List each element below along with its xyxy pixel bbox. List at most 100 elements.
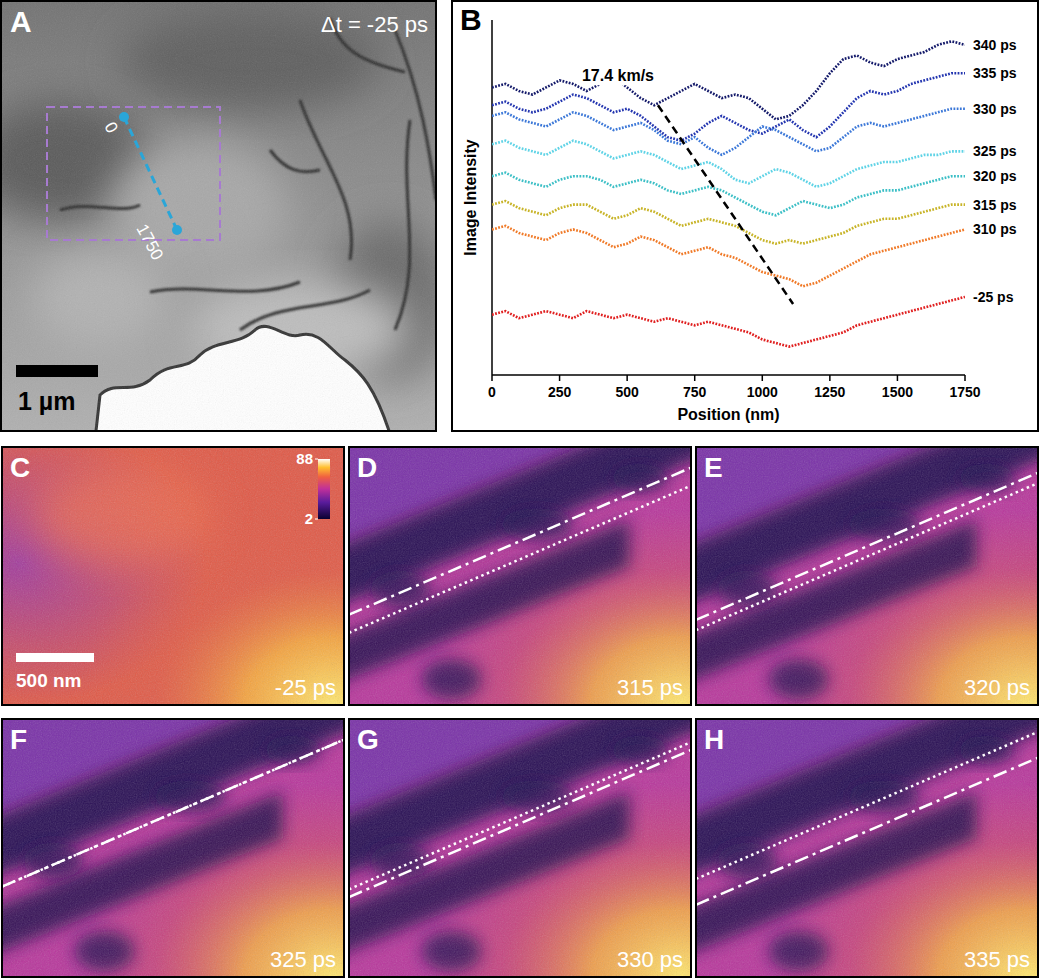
x-tick bbox=[559, 375, 561, 381]
x-axis bbox=[492, 374, 965, 376]
series-label: 310 ps bbox=[973, 221, 1017, 237]
dash-dot-line bbox=[696, 473, 1038, 620]
series-label: 335 ps bbox=[973, 65, 1017, 81]
profile-end bbox=[119, 112, 129, 122]
velocity-line bbox=[658, 105, 793, 304]
dash-dot-line bbox=[349, 468, 691, 615]
panel-letter: D bbox=[357, 452, 377, 483]
panel-letter: H bbox=[704, 724, 724, 755]
x-tick-label: 500 bbox=[615, 384, 639, 400]
grain bbox=[349, 719, 691, 977]
x-tick bbox=[694, 375, 696, 381]
image-panel bbox=[2, 719, 344, 977]
x-tick-label: 1750 bbox=[949, 384, 980, 400]
series-label: 315 ps bbox=[973, 197, 1017, 213]
profile-label: 1750 bbox=[132, 221, 167, 263]
dash-dot-line bbox=[349, 750, 691, 897]
scale-label: 1 µm bbox=[18, 387, 75, 415]
profile-line bbox=[124, 117, 177, 230]
image-panel bbox=[2, 447, 344, 705]
panel-frame bbox=[349, 719, 691, 977]
dash-dot-line bbox=[2, 740, 344, 887]
x-tick-label: 1250 bbox=[814, 384, 845, 400]
scale-label: 500 nm bbox=[16, 670, 81, 691]
colorbar-label: 88 bbox=[296, 450, 313, 467]
time-label: 330 ps bbox=[617, 947, 683, 972]
image-glow bbox=[696, 447, 1038, 705]
x-tick-label: 1000 bbox=[747, 384, 778, 400]
image-glow bbox=[2, 447, 344, 705]
panel-letter: A bbox=[10, 5, 32, 38]
profile-label: 0 bbox=[100, 119, 121, 136]
image-panel bbox=[349, 447, 691, 705]
grain bbox=[696, 719, 1038, 977]
image-ground bbox=[2, 447, 344, 705]
profile-end bbox=[172, 225, 182, 235]
profile-trace bbox=[492, 109, 965, 155]
profile-trace bbox=[492, 297, 965, 347]
annotation: 17.4 km/s bbox=[582, 67, 654, 84]
image-ground bbox=[349, 719, 691, 977]
panel-frame bbox=[1, 1, 436, 431]
image-ground bbox=[1, 1, 436, 431]
panel-letter: G bbox=[357, 724, 379, 755]
profile-trace bbox=[492, 73, 965, 140]
image-panel bbox=[696, 719, 1038, 977]
colorbar-tick bbox=[315, 459, 318, 460]
dotted-line bbox=[349, 742, 691, 889]
series-label: 330 ps bbox=[973, 101, 1017, 117]
image-panel bbox=[349, 719, 691, 977]
colorbar-tick bbox=[315, 519, 318, 520]
panel-frame bbox=[349, 447, 691, 705]
profile-trace bbox=[492, 141, 965, 187]
profile-trace bbox=[492, 41, 965, 119]
image-ground bbox=[2, 719, 344, 977]
dotted-line bbox=[349, 486, 691, 633]
panel-frame bbox=[2, 447, 344, 705]
time-label: 315 ps bbox=[617, 675, 683, 700]
x-tick-label: 750 bbox=[683, 384, 707, 400]
x-tick bbox=[829, 375, 831, 381]
panel-letter: B bbox=[460, 3, 482, 36]
series-label: 325 ps bbox=[973, 143, 1017, 159]
plot-area bbox=[492, 41, 965, 346]
profile-trace bbox=[492, 226, 965, 286]
time-label: 320 ps bbox=[964, 675, 1030, 700]
dotted-line bbox=[696, 732, 1038, 879]
grain bbox=[696, 447, 1038, 705]
x-tick bbox=[762, 375, 764, 381]
panel-letter: F bbox=[10, 724, 27, 755]
scale-bar bbox=[16, 365, 98, 377]
colorbar-label: 2 bbox=[305, 510, 313, 527]
panel-letter: E bbox=[704, 452, 723, 483]
y-axis-title: Image Intensity bbox=[462, 139, 479, 256]
x-tick bbox=[897, 375, 899, 381]
series-label: 340 ps bbox=[973, 37, 1017, 53]
dotted-line bbox=[696, 483, 1038, 630]
grain bbox=[1, 1, 436, 431]
image-a bbox=[1, 1, 436, 431]
image-panel bbox=[696, 447, 1038, 705]
time-label: 335 ps bbox=[964, 947, 1030, 972]
image-ground bbox=[696, 447, 1038, 705]
y-axis bbox=[491, 20, 493, 375]
time-label: 325 ps bbox=[270, 947, 336, 972]
image-glow bbox=[349, 719, 691, 977]
dotted-line bbox=[2, 740, 344, 887]
x-tick bbox=[964, 375, 966, 381]
roi-box bbox=[47, 107, 220, 240]
x-tick-label: 0 bbox=[488, 384, 496, 400]
panel-frame bbox=[696, 447, 1038, 705]
x-tick-label: 1500 bbox=[882, 384, 913, 400]
panel-frame bbox=[452, 1, 1038, 431]
grain bbox=[2, 719, 344, 977]
scale-bar bbox=[16, 653, 94, 662]
time-label: Δt = -25 ps bbox=[321, 12, 428, 37]
label-patch bbox=[579, 66, 657, 85]
profile-trace bbox=[492, 173, 965, 216]
image-glow bbox=[2, 447, 344, 705]
panel-letter: C bbox=[10, 452, 30, 483]
series-label: 320 ps bbox=[973, 168, 1017, 184]
series-label: -25 ps bbox=[973, 289, 1014, 305]
dash-dot-line bbox=[696, 758, 1038, 905]
